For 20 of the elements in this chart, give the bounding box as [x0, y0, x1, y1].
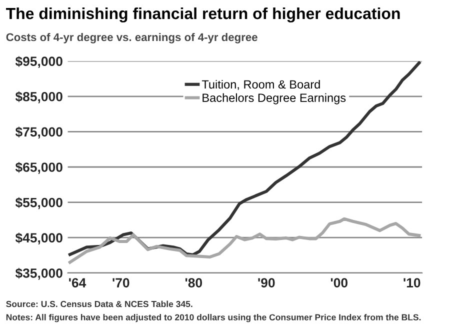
- line-series: [68, 217, 421, 264]
- y-tick-label: $65,000: [15, 162, 62, 174]
- y-tick-label: $95,000: [15, 56, 62, 68]
- source-note: Source: U.S. Census Data & NCES Table 345.: [6, 300, 192, 308]
- y-tick-label: $45,000: [15, 232, 62, 244]
- y-tick-label: $35,000: [15, 268, 62, 280]
- legend-label: Bachelors Degree Earnings: [202, 93, 346, 104]
- chart-subtitle: Costs of 4-yr degree vs. earnings of 4-yr degree: [6, 32, 258, 44]
- x-tick-label: '80: [185, 278, 202, 288]
- x-tick-label: '64: [69, 278, 86, 288]
- text: Notes: All figures have been adjusted to 2010 dollars using the Consumer Price Index from the BLS.: [6, 314, 421, 322]
- y-tick-label: $55,000: [15, 197, 62, 210]
- x-tick-label: '10: [404, 278, 420, 288]
- x-tick-label: '90: [258, 278, 275, 288]
- y-tick-label: $75,000: [15, 126, 62, 139]
- legend-label: Tuition, Room & Board: [202, 80, 320, 90]
- x-tick-label: '70: [112, 278, 130, 288]
- y-tick-label: $85,000: [15, 91, 62, 104]
- chart-title: The diminishing financial return of higher education: [6, 7, 400, 22]
- x-tick-label: '00: [330, 278, 348, 288]
